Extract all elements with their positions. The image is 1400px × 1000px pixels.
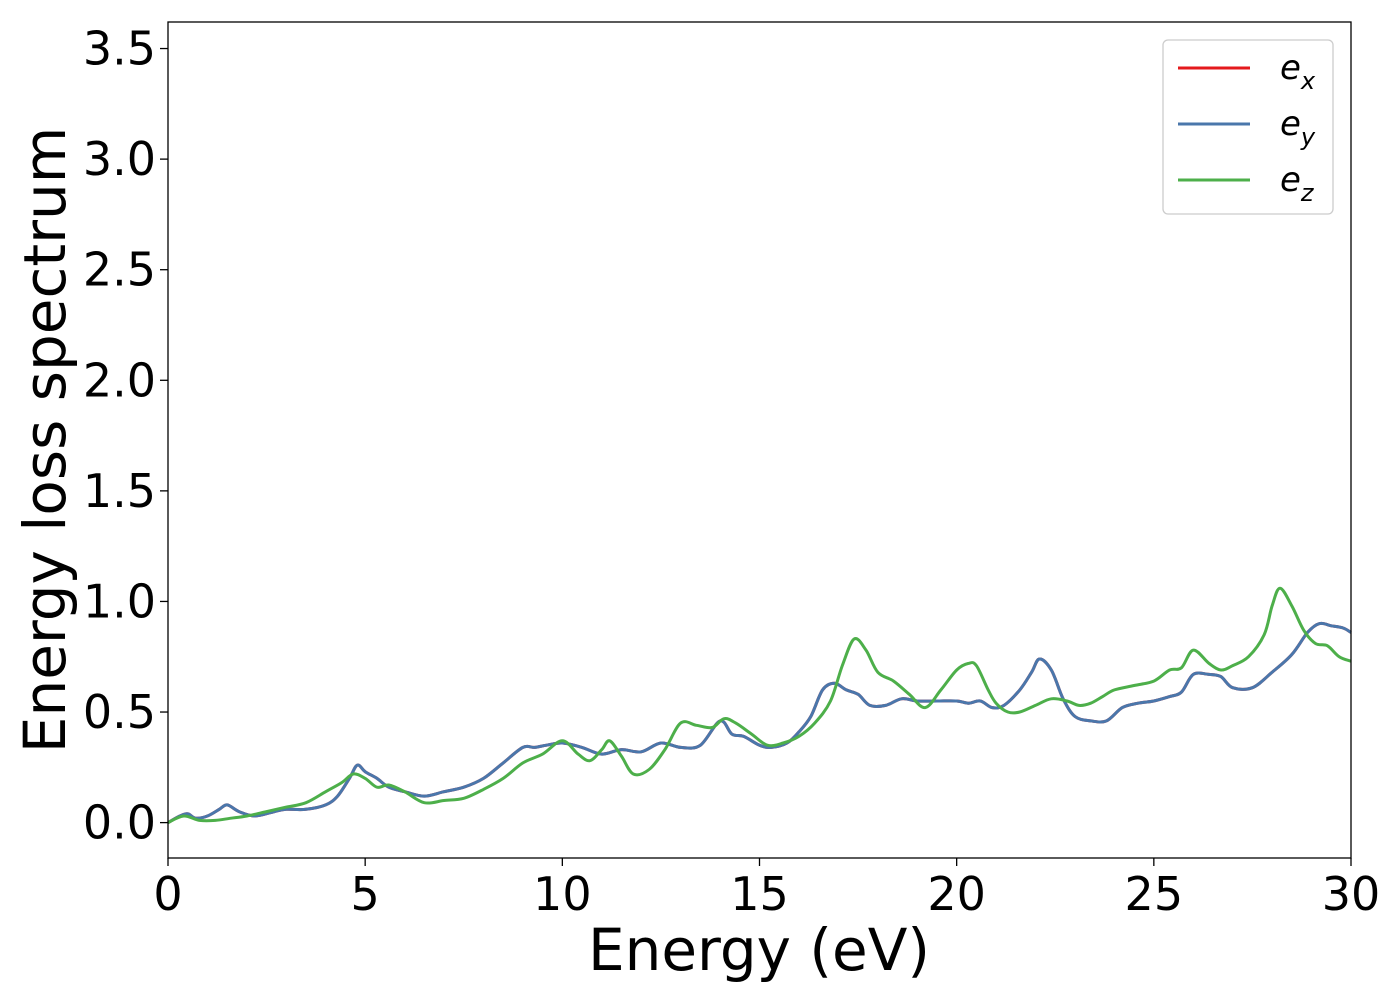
y-tick-label: 3.5 xyxy=(83,22,156,76)
x-tick-label: 25 xyxy=(1125,867,1184,921)
x-tick-label: 10 xyxy=(533,867,592,921)
legend-box xyxy=(1162,39,1334,215)
y-axis-ticks: 0.0 0.5 1.0 1.5 2.0 2.5 3.0 3.5 xyxy=(83,22,168,850)
y-tick-label: 2.0 xyxy=(83,353,156,407)
y-tick-label: 1.0 xyxy=(83,574,156,628)
x-tick-label: 15 xyxy=(730,867,789,921)
x-tick-label: 30 xyxy=(1322,867,1381,921)
y-tick-label: 3.0 xyxy=(83,132,156,186)
y-tick-label: 0.5 xyxy=(83,685,156,739)
y-axis-label: Energy loss spectrum xyxy=(11,127,79,753)
y-tick-label: 0.0 xyxy=(83,796,156,850)
x-axis-label: Energy (eV) xyxy=(588,916,930,984)
series-line-ey xyxy=(167,621,1352,824)
series-line-ez xyxy=(167,586,1352,824)
y-tick-label: 2.5 xyxy=(83,243,156,297)
x-tick-label: 0 xyxy=(153,867,182,921)
x-tick-label: 20 xyxy=(927,867,986,921)
x-tick-label: 5 xyxy=(351,867,380,921)
y-tick-label: 1.5 xyxy=(83,464,156,518)
x-axis-ticks: 0 5 10 15 20 25 30 xyxy=(153,858,1380,921)
plot-lines xyxy=(167,586,1352,824)
series-line-ex xyxy=(167,621,1352,824)
